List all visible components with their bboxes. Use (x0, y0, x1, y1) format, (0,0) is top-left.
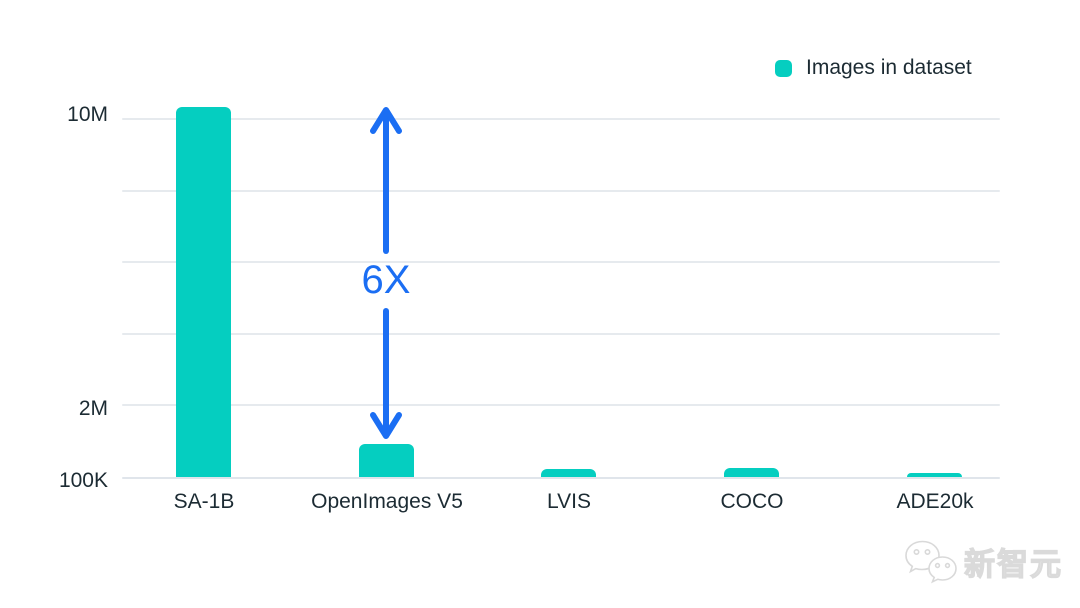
bar-openimages-v5 (359, 444, 414, 477)
bar-sa-1b (176, 107, 231, 477)
down-arrow-head-icon (370, 412, 402, 439)
watermark-text: 新智元 (963, 546, 1063, 582)
gridline-2m (122, 404, 1000, 406)
gridline (122, 190, 1000, 192)
x-label-ade20k: ADE20k (896, 490, 974, 513)
gridline-10m (122, 118, 1000, 120)
wechat-icon (905, 540, 957, 584)
y-tick-2m: 2M (78, 397, 108, 420)
watermark: 新智元 (902, 537, 1063, 585)
bar-ade20k (907, 473, 962, 477)
legend-swatch-icon (775, 59, 792, 77)
gridline (122, 333, 1000, 335)
bar-coco (724, 468, 779, 477)
x-label-lvis: LVIS (547, 490, 591, 513)
bar-lvis (541, 469, 596, 477)
y-tick-10m: 10M (67, 103, 108, 126)
gridline (122, 261, 1000, 263)
double-arrow-icon (370, 107, 402, 439)
x-label-coco: COCO (720, 490, 784, 513)
up-arrow-head-icon (370, 107, 402, 134)
x-label-sa-1b: SA-1B (173, 490, 235, 513)
x-label-openimages-v5: OpenImages V5 (311, 490, 463, 513)
y-tick-100k: 100K (58, 469, 108, 492)
x-axis-baseline (122, 477, 1000, 479)
annotation-6x-label: 6X (361, 258, 411, 302)
legend-label: Images in dataset (806, 56, 972, 79)
legend: Images in dataset (775, 56, 972, 80)
